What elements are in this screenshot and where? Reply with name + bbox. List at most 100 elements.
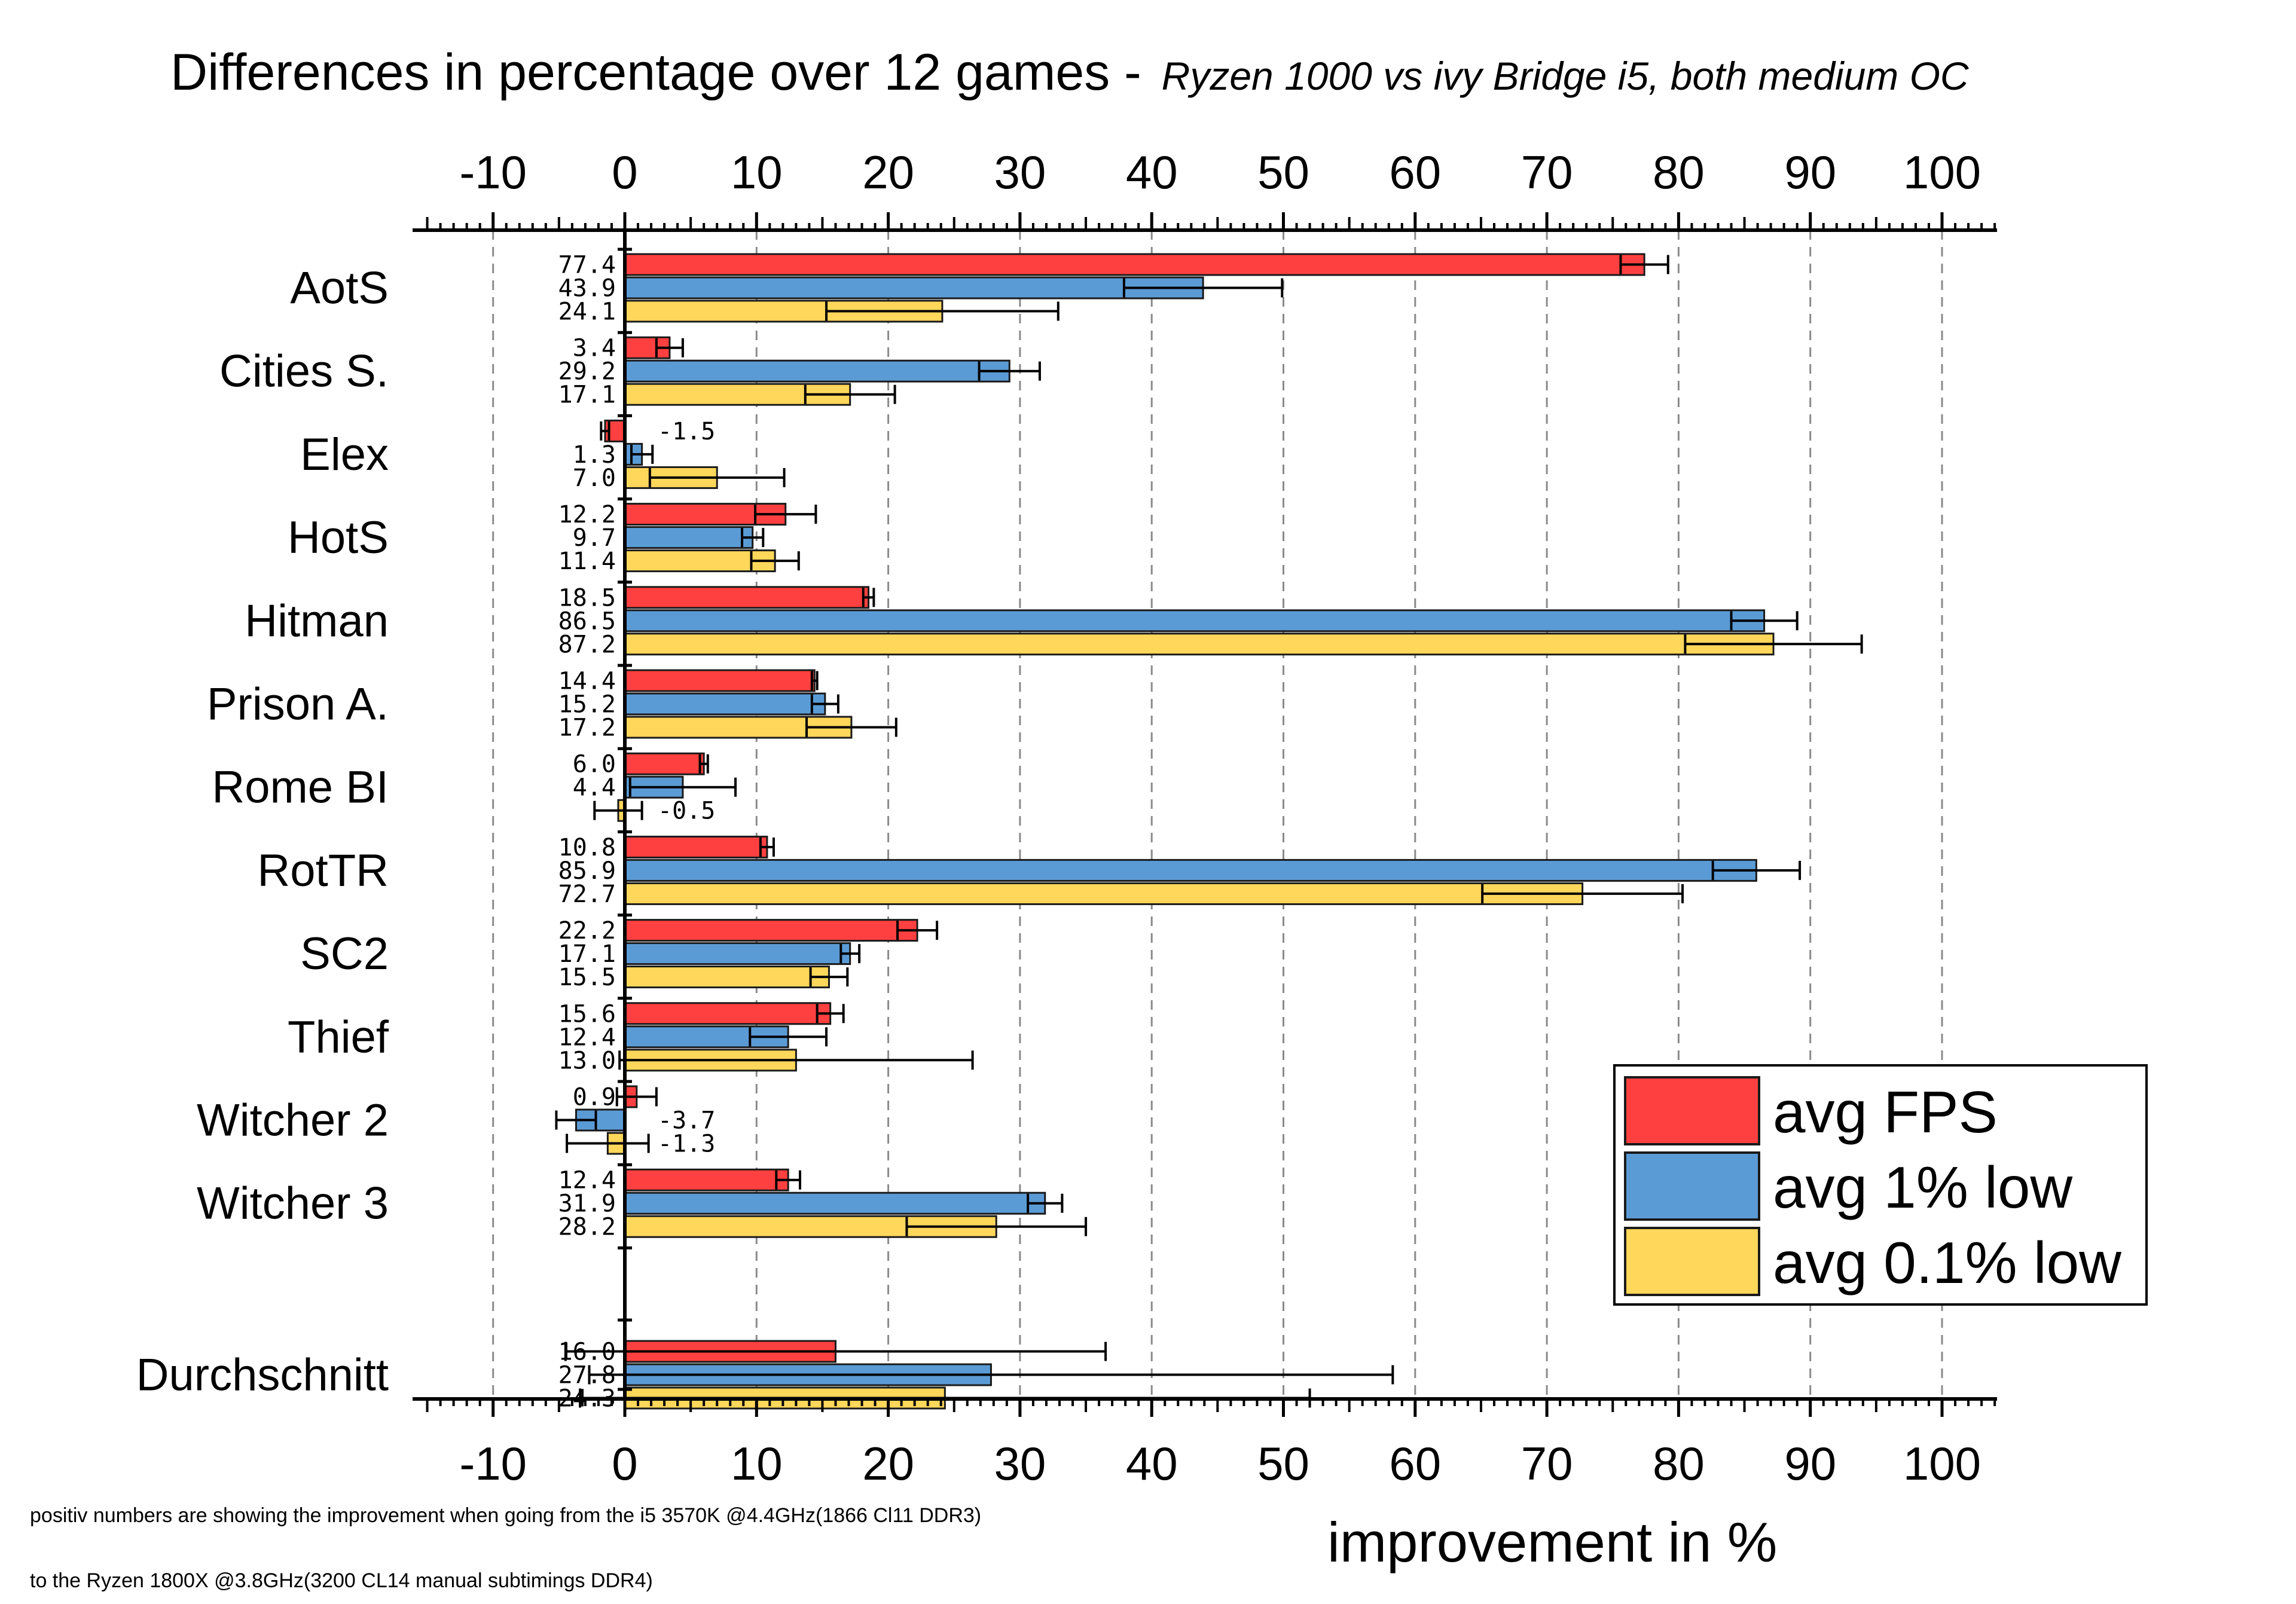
legend-label: avg 1% low xyxy=(1773,1154,2073,1220)
value-label: 77.4 xyxy=(558,252,616,279)
top-tick-label: 40 xyxy=(1126,146,1178,198)
value-label: 87.2 xyxy=(558,631,616,658)
value-label: 24.3 xyxy=(558,1385,616,1413)
category-label: Elex xyxy=(300,429,389,480)
bottom-tick-label: 90 xyxy=(1784,1437,1836,1490)
value-label: 24.1 xyxy=(558,298,616,326)
value-label: 12.4 xyxy=(558,1167,616,1194)
chart-title: Differences in percentage over 12 games … xyxy=(170,44,1970,101)
legend-label: avg FPS xyxy=(1773,1079,1998,1145)
value-label: 11.4 xyxy=(558,548,616,575)
top-tick-label: 50 xyxy=(1257,146,1309,198)
bottom-tick-label: 10 xyxy=(731,1437,783,1490)
bar xyxy=(624,549,776,573)
bottom-tick-label: 40 xyxy=(1126,1437,1178,1490)
bar xyxy=(624,1002,832,1025)
value-label: 15.6 xyxy=(558,1000,616,1028)
top-tick-label: 100 xyxy=(1903,146,1981,198)
bottom-tick-label: 70 xyxy=(1521,1437,1573,1490)
top-tick-label: 30 xyxy=(994,146,1046,198)
value-label: 6.0 xyxy=(573,751,616,778)
footnote-line-1: positiv numbers are showing the improvem… xyxy=(30,1504,981,1527)
bar xyxy=(624,966,830,989)
x-axis-label: improvement in % xyxy=(1327,1511,1777,1574)
category-label: Witcher 2 xyxy=(197,1095,389,1146)
value-label: 86.5 xyxy=(558,607,616,635)
category-label: Witcher 3 xyxy=(197,1178,389,1229)
value-label: 7.0 xyxy=(573,465,616,492)
bar xyxy=(624,835,768,858)
bar xyxy=(624,919,918,942)
category-label: AotS xyxy=(290,263,389,314)
top-tick-label: 70 xyxy=(1521,146,1573,198)
value-label: 72.7 xyxy=(558,881,616,908)
value-label: 85.9 xyxy=(558,857,616,885)
value-label: 17.1 xyxy=(558,381,616,409)
bar xyxy=(624,752,705,775)
bottom-tick-label: 50 xyxy=(1257,1437,1309,1490)
bottom-tick-label: 30 xyxy=(994,1437,1046,1490)
bar xyxy=(624,609,1766,633)
top-tick-label: 80 xyxy=(1653,146,1705,198)
value-label: 43.9 xyxy=(558,275,616,303)
bar xyxy=(624,858,1757,882)
bar xyxy=(624,692,826,716)
legend-label: avg 0.1% low xyxy=(1773,1230,2122,1296)
bottom-tick-label: 20 xyxy=(862,1437,914,1490)
bottom-tick-label: 60 xyxy=(1389,1437,1441,1490)
bar xyxy=(624,669,816,692)
value-labels: 77.443.924.13.429.217.1-1.51.37.012.29.7… xyxy=(558,252,716,1413)
bottom-tick-label: 80 xyxy=(1653,1437,1705,1490)
top-tick-label: -10 xyxy=(459,146,527,198)
legend-swatch xyxy=(1624,1076,1760,1145)
top-tick-label: 90 xyxy=(1784,146,1836,198)
top-tick-label: 60 xyxy=(1389,146,1441,198)
value-label: 22.2 xyxy=(558,917,616,945)
category-label: Durchschnitt xyxy=(136,1350,389,1401)
bar xyxy=(624,882,1584,905)
value-label: 1.3 xyxy=(573,441,616,469)
bottom-tick-label: -10 xyxy=(459,1437,527,1490)
legend: avg FPS avg 1% low avg 0.1% low xyxy=(1613,1064,2148,1306)
axes: -10 0 10 20 30 40 50 60 70 80 90 100 -10 0 10 20 30 40 50 6… xyxy=(413,146,1997,1490)
footnote-line-2: to the Ryzen 1800X @3.8GHz(3200 CL14 man… xyxy=(30,1569,653,1592)
category-label: RotTR xyxy=(257,845,389,896)
value-label: 3.4 xyxy=(573,335,616,362)
bar xyxy=(624,586,870,609)
value-label: 4.4 xyxy=(573,774,616,802)
bar xyxy=(624,1168,789,1191)
category-label: Cities S. xyxy=(219,346,389,397)
value-label: 12.2 xyxy=(558,501,616,528)
bar xyxy=(624,1191,1046,1215)
title-main: Differences in percentage over 12 games … xyxy=(170,44,1156,101)
top-tick-label: 0 xyxy=(612,146,637,198)
category-label: Thief xyxy=(288,1012,389,1062)
value-label: 27.8 xyxy=(558,1362,616,1389)
value-label: 13.0 xyxy=(558,1047,616,1074)
bar xyxy=(624,253,1645,276)
value-label: 15.2 xyxy=(558,691,616,719)
top-tick-label: 20 xyxy=(862,146,914,198)
value-label: 15.5 xyxy=(558,964,616,991)
category-label: SC2 xyxy=(300,928,389,979)
category-label: Rome BI xyxy=(212,762,389,813)
value-label: 10.8 xyxy=(558,834,616,861)
category-label: Prison A. xyxy=(207,679,389,730)
value-label: -0.5 xyxy=(658,798,715,825)
bar xyxy=(624,276,1204,300)
bottom-tick-label: 0 xyxy=(612,1437,637,1490)
value-label: -3.7 xyxy=(658,1107,715,1135)
value-label: 18.5 xyxy=(558,584,616,612)
legend-swatch xyxy=(1624,1227,1760,1296)
value-label: 17.2 xyxy=(558,714,616,742)
value-label: 17.1 xyxy=(558,940,616,968)
bars xyxy=(555,253,1863,1410)
title-subtitle: Ryzen 1000 vs ivy Bridge i5, both medium… xyxy=(1162,54,1970,98)
category-labels: AotS Cities S. Elex HotS Hitman Prison A. Rome… xyxy=(136,263,389,1401)
bottom-tick-label: 100 xyxy=(1903,1437,1981,1490)
category-label: Hitman xyxy=(245,595,389,646)
value-label: 16.0 xyxy=(558,1339,616,1366)
value-label: 31.9 xyxy=(558,1190,616,1218)
category-label: HotS xyxy=(288,512,389,563)
